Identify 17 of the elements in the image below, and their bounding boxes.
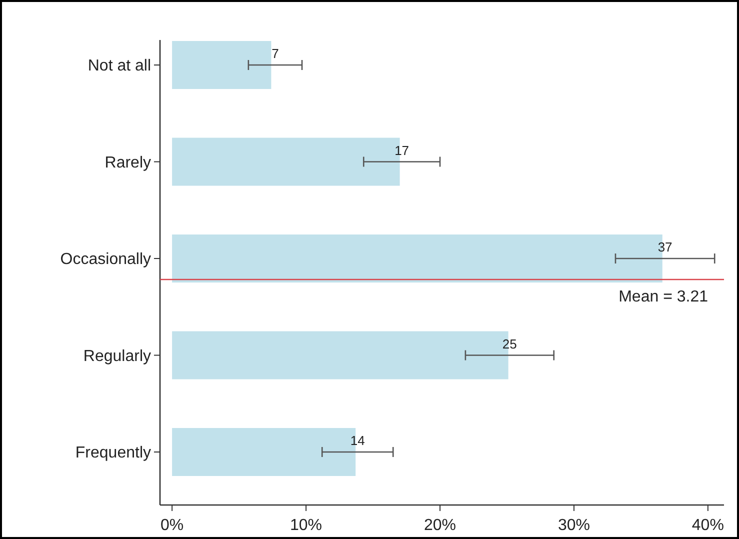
data-label: 37	[658, 240, 672, 254]
y-tick-label: Frequently	[75, 444, 151, 462]
y-tick-label: Regularly	[83, 348, 151, 365]
x-tick-label: 20%	[424, 517, 456, 534]
x-tick-label: 0%	[160, 517, 184, 534]
y-tick-label: Occasionally	[60, 251, 151, 268]
y-tick-label: Rarely	[104, 154, 151, 172]
data-label: 25	[502, 336, 517, 352]
data-label: 14	[350, 433, 365, 448]
y-tick-label: Not at all	[88, 58, 151, 75]
ref-line-label: Mean = 3.21	[618, 288, 708, 306]
data-label: 17	[394, 142, 410, 158]
x-tick-label: 40%	[692, 517, 724, 534]
x-tick-label: 30%	[558, 517, 590, 534]
bar	[172, 41, 272, 89]
x-tick-label: 10%	[290, 517, 322, 534]
data-label: 7	[272, 46, 279, 61]
